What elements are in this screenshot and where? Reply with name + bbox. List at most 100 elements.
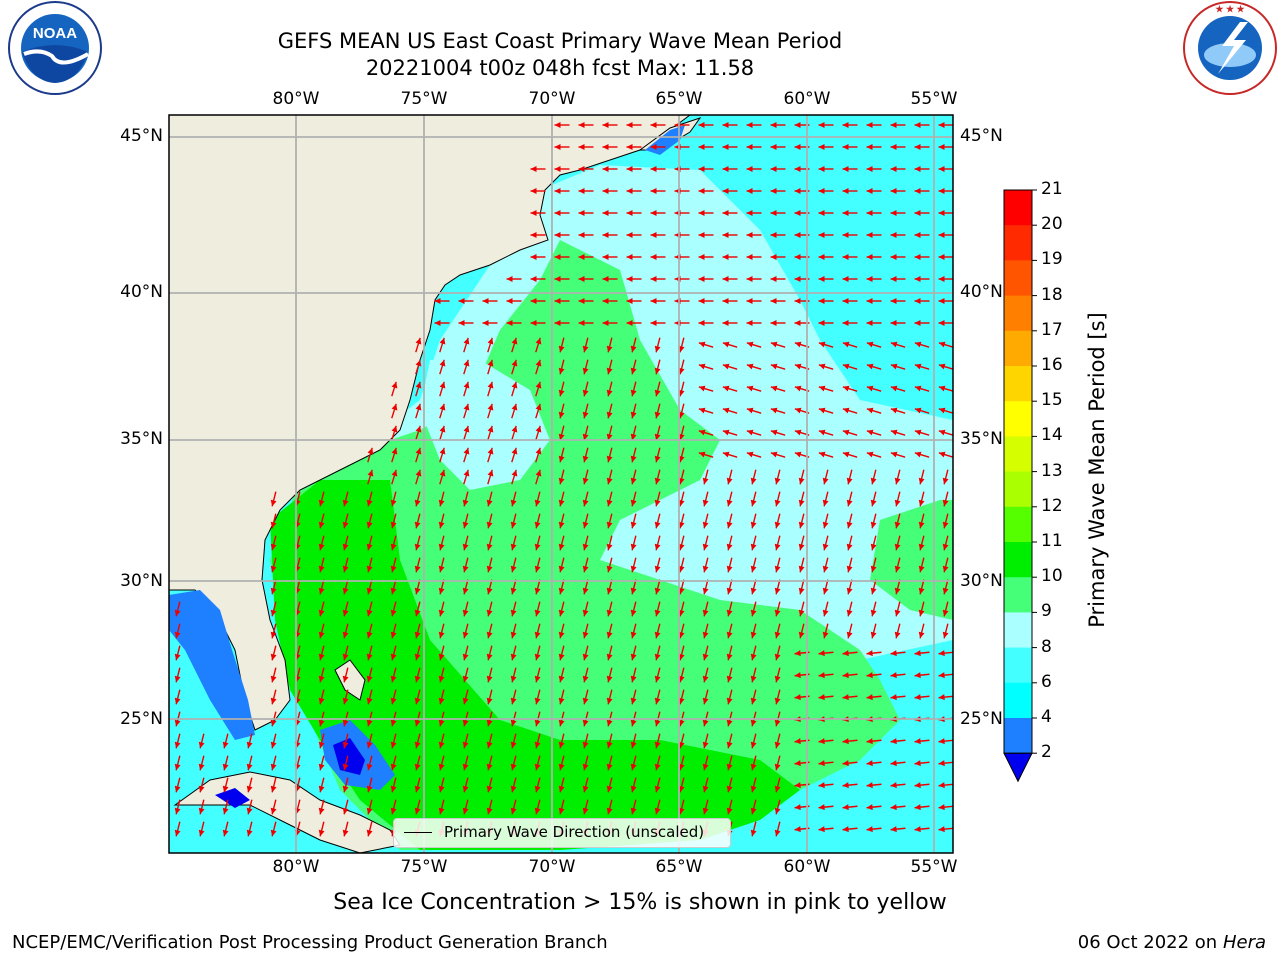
colorbar-swatch xyxy=(1004,225,1032,261)
wave-arrow xyxy=(630,601,637,617)
wave-arrow xyxy=(606,491,613,507)
wave-arrow xyxy=(818,760,834,767)
wave-arrow xyxy=(698,254,714,260)
wave-arrow xyxy=(890,804,906,811)
wave-arrow xyxy=(510,667,517,683)
wave-arrow xyxy=(938,385,953,392)
wave-arrow xyxy=(342,601,349,617)
wave-arrow xyxy=(487,447,494,463)
wave-arrow xyxy=(914,429,930,436)
wave-arrow xyxy=(770,363,786,370)
wave-arrow xyxy=(890,451,906,458)
wave-arrow xyxy=(678,623,685,639)
wave-arrow xyxy=(534,799,541,815)
wave-arrow xyxy=(914,738,930,745)
wave-arrow xyxy=(650,188,666,194)
wave-arrow xyxy=(198,821,205,837)
wave-arrow xyxy=(938,166,953,172)
wave-arrow xyxy=(698,188,714,194)
wave-arrow xyxy=(390,645,397,661)
wave-arrow xyxy=(511,403,518,419)
wave-arrow xyxy=(870,601,877,617)
wave-arrow xyxy=(726,491,733,507)
wave-arrow xyxy=(746,166,762,172)
wave-arrow xyxy=(918,601,925,617)
wave-arrow xyxy=(894,469,901,485)
wave-arrow xyxy=(938,738,953,745)
wave-arrow xyxy=(914,760,930,767)
colorbar-tick-label: 2 xyxy=(1041,742,1052,763)
wave-arrow xyxy=(678,579,685,595)
wave-arrow xyxy=(774,469,781,485)
wave-arrow xyxy=(366,667,373,683)
wave-arrow xyxy=(414,579,421,595)
wave-arrow xyxy=(246,777,253,793)
wave-arrow xyxy=(270,799,277,815)
wave-arrow xyxy=(510,513,517,529)
wave-arrow xyxy=(750,733,757,749)
wave-arrow xyxy=(822,623,829,639)
wave-arrow xyxy=(774,777,781,793)
wave-arrow xyxy=(487,469,494,485)
wave-arrow xyxy=(554,188,570,194)
wave-arrow xyxy=(770,144,786,150)
wave-arrow xyxy=(554,232,570,238)
wave-arrow xyxy=(414,667,421,683)
wave-arrow xyxy=(438,667,445,683)
wave-arrow xyxy=(798,623,805,639)
chart-title: GEFS MEAN US East Coast Primary Wave Mea… xyxy=(277,29,843,53)
wave-arrow xyxy=(846,535,853,551)
wave-arrow xyxy=(866,429,882,436)
wave-arrow xyxy=(702,733,709,749)
wave-arrow xyxy=(534,601,541,617)
wave-arrow xyxy=(438,535,445,551)
wave-arrow xyxy=(942,535,949,551)
wave-arrow xyxy=(342,535,349,551)
wave-arrow xyxy=(554,166,570,172)
wave-arrow xyxy=(630,733,637,749)
wave-arrow xyxy=(582,491,589,507)
wave-arrow xyxy=(698,122,714,128)
wave-arrow xyxy=(914,188,930,194)
wave-arrow xyxy=(654,579,661,595)
wave-arrow xyxy=(890,429,906,436)
wave-arrow xyxy=(914,210,930,216)
wave-arrow xyxy=(914,232,930,238)
wave-arrow xyxy=(506,320,522,326)
wave-arrow xyxy=(894,513,901,529)
wave-arrow xyxy=(414,755,421,771)
wave-arrow xyxy=(726,623,733,639)
wave-arrow xyxy=(846,469,853,485)
wave-arrow xyxy=(842,804,858,811)
wave-arrow xyxy=(391,447,398,463)
wave-arrow xyxy=(510,601,517,617)
wave-arrow xyxy=(366,689,373,705)
wave-arrow xyxy=(270,777,277,793)
wave-arrow xyxy=(415,403,422,419)
wave-arrow xyxy=(318,777,325,793)
wave-arrow xyxy=(866,782,882,789)
lat-label-left: 25°N xyxy=(120,709,163,729)
wave-arrow xyxy=(463,359,470,375)
wave-arrow xyxy=(414,689,421,705)
wave-arrow xyxy=(174,667,181,683)
wave-arrow xyxy=(890,826,906,833)
wave-arrow xyxy=(722,188,738,194)
wave-arrow xyxy=(890,122,906,128)
wave-arrow xyxy=(918,469,925,485)
wave-arrow xyxy=(390,755,397,771)
wave-arrow xyxy=(487,337,494,353)
lon-label-top: 65°W xyxy=(655,89,703,109)
wave-arrow xyxy=(842,407,858,414)
wave-arrow xyxy=(798,513,805,529)
wave-arrow xyxy=(487,425,494,441)
wave-arrow xyxy=(558,667,565,683)
wave-arrow xyxy=(678,601,685,617)
nws-logo-icon: ★ ★ ★ xyxy=(1183,1,1277,95)
wave-arrow xyxy=(774,645,781,661)
wave-arrow xyxy=(270,557,277,573)
wave-arrow xyxy=(530,210,546,216)
wave-arrow xyxy=(914,254,930,260)
wave-arrow xyxy=(415,425,422,441)
wave-arrow xyxy=(890,298,906,304)
